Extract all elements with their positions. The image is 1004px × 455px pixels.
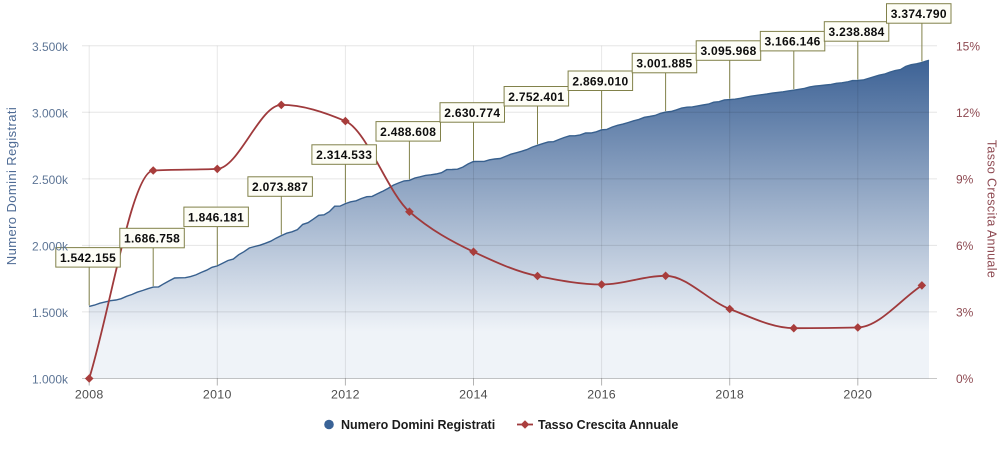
svg-text:3.374.790: 3.374.790 — [891, 7, 947, 21]
svg-text:2.000k: 2.000k — [32, 239, 69, 253]
svg-text:9%: 9% — [956, 172, 974, 186]
svg-text:2008: 2008 — [75, 388, 104, 402]
svg-text:12%: 12% — [956, 106, 980, 120]
svg-text:1.846.181: 1.846.181 — [188, 210, 244, 224]
svg-text:3.238.884: 3.238.884 — [829, 25, 885, 39]
svg-text:3.166.146: 3.166.146 — [764, 35, 820, 49]
svg-text:15%: 15% — [956, 39, 980, 53]
svg-text:1.000k: 1.000k — [32, 373, 69, 387]
svg-text:3.001.885: 3.001.885 — [636, 57, 692, 71]
svg-text:2.869.010: 2.869.010 — [572, 74, 628, 88]
svg-text:2020: 2020 — [843, 388, 872, 402]
svg-text:1.500k: 1.500k — [32, 306, 69, 320]
svg-text:2.314.533: 2.314.533 — [316, 148, 372, 162]
svg-text:1.542.155: 1.542.155 — [60, 251, 116, 265]
svg-text:6%: 6% — [956, 239, 974, 253]
svg-text:Numero Domini Registrati: Numero Domini Registrati — [4, 107, 19, 265]
svg-text:1.686.758: 1.686.758 — [124, 232, 180, 246]
svg-text:Numero Domini Registrati: Numero Domini Registrati — [341, 418, 495, 432]
svg-text:Tasso Crescita Annuale: Tasso Crescita Annuale — [985, 140, 999, 278]
svg-text:2.630.774: 2.630.774 — [444, 106, 500, 120]
svg-text:2012: 2012 — [331, 388, 360, 402]
svg-text:3.000k: 3.000k — [32, 106, 69, 120]
svg-text:2016: 2016 — [587, 388, 616, 402]
svg-text:0%: 0% — [956, 372, 974, 386]
svg-text:3%: 3% — [956, 306, 974, 320]
svg-text:3.095.968: 3.095.968 — [700, 44, 756, 58]
svg-text:2.073.887: 2.073.887 — [252, 180, 308, 194]
svg-text:2018: 2018 — [715, 388, 744, 402]
svg-text:2.488.608: 2.488.608 — [380, 125, 436, 139]
svg-text:2014: 2014 — [459, 388, 488, 402]
svg-text:2.752.401: 2.752.401 — [508, 90, 564, 104]
svg-text:3.500k: 3.500k — [32, 40, 69, 54]
svg-text:2.500k: 2.500k — [32, 173, 69, 187]
svg-text:2010: 2010 — [203, 388, 232, 402]
svg-text:Tasso Crescita Annuale: Tasso Crescita Annuale — [538, 418, 678, 432]
